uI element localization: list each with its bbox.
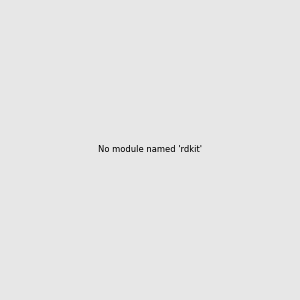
Text: No module named 'rdkit': No module named 'rdkit' xyxy=(98,146,202,154)
